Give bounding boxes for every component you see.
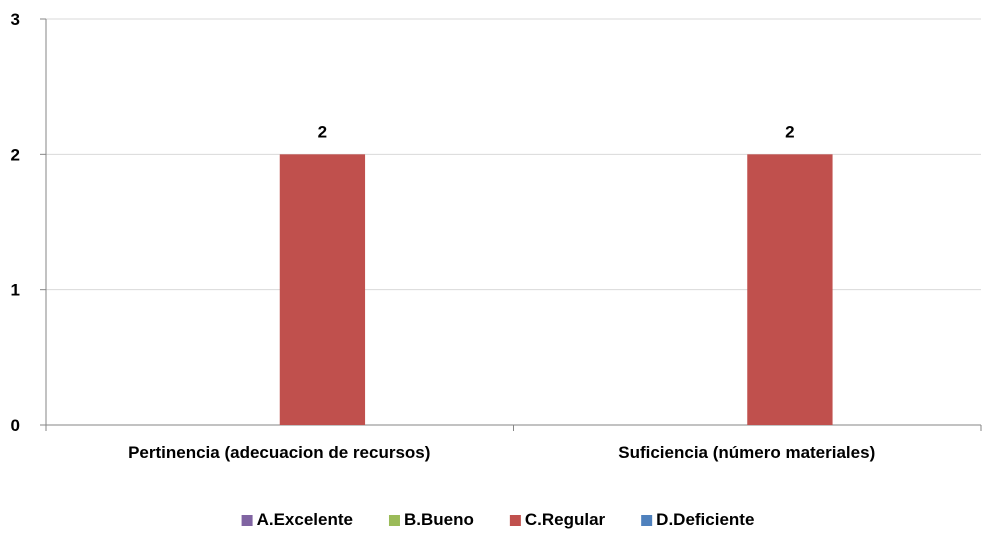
legend-label: C.Regular [525, 510, 606, 529]
legend-label: A.Excelente [257, 510, 353, 529]
x-tick-label: Pertinencia (adecuacion de recursos) [128, 443, 430, 462]
y-tick-label: 2 [11, 145, 20, 164]
legend-item: C.Regular [509, 510, 606, 529]
legend-swatch [509, 515, 521, 526]
data-label: 2 [785, 122, 794, 141]
legend-item: B.Bueno [388, 510, 474, 529]
legend-label: D.Deficiente [656, 510, 754, 529]
x-axis-labels: Pertinencia (adecuacion de recursos) Sufi… [128, 443, 875, 462]
legend-swatch [641, 515, 653, 526]
legend-item: D.Deficiente [641, 510, 754, 529]
legend-item: A.Excelente [241, 510, 353, 529]
y-axis-ticks: 0 1 2 3 [11, 10, 20, 435]
data-label: 2 [318, 122, 327, 141]
axes [40, 18, 982, 431]
legend-swatch [388, 515, 400, 526]
legend: A.Excelente B.Bueno C.Regular D.Deficiente [241, 510, 754, 529]
gridlines [46, 18, 981, 291]
x-tick-label: Suficiencia (número materiales) [618, 443, 875, 462]
y-tick-label: 1 [11, 281, 20, 300]
bars [279, 154, 833, 426]
bar [279, 154, 366, 426]
y-tick-label: 3 [11, 10, 20, 29]
legend-swatch [241, 515, 253, 526]
bar [747, 154, 833, 426]
legend-label: B.Bueno [404, 510, 474, 529]
y-tick-label: 0 [11, 416, 20, 435]
